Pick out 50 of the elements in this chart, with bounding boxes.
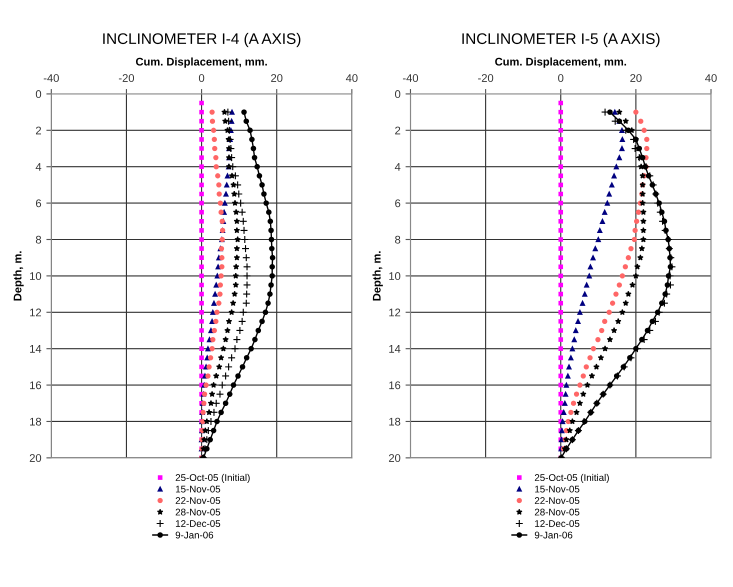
x-tick-label: -40 [44,74,59,82]
y-tick-label: 12 [30,308,42,316]
y-axis-title: Depth, m. [372,251,383,300]
y-tick-label: 20 [30,454,42,462]
legend-label: 28-Nov-05 [534,508,580,516]
y-tick-label: 0 [36,90,42,98]
x-tick-label: -20 [478,74,494,82]
chart-title: INCLINOMETER I-4 (A AXIS) [103,32,300,48]
y-tick-label: 20 [388,454,400,462]
legend-label: 22-Nov-05 [176,497,220,504]
x-tick-label: -40 [402,74,418,82]
y-tick-label: 8 [395,236,400,244]
legend-label: 22-Nov-05 [534,497,580,504]
y-tick-label: 8 [36,236,42,244]
y-tick-label: 14 [30,345,42,353]
y-tick-label: 10 [30,272,42,280]
x-tick-label: 20 [271,74,282,82]
legend-label: 12-Dec-05 [535,520,580,528]
x-axis-title: Cum. Displacement, mm. [495,57,626,68]
y-tick-label: 12 [389,308,400,316]
legend-label: 9-Jan-06 [176,532,214,538]
x-axis-title: Cum. Displacement, mm. [136,57,267,68]
y-tick-label: 18 [30,418,42,426]
legend-label: 15-Nov-05 [535,486,580,493]
y-tick-label: 16 [30,381,42,390]
x-tick-label: 40 [705,74,717,82]
y-tick-label: 6 [36,199,42,208]
legend-label: 9-Jan-06 [534,532,572,538]
y-tick-label: 2 [395,126,400,134]
x-tick-label: 0 [198,74,204,82]
x-tick-label: 40 [346,74,358,82]
legend-label: 28-Nov-05 [176,508,220,516]
y-tick-label: 6 [395,199,400,208]
y-tick-label: 10 [389,272,400,280]
y-axis-title: Depth, m. [13,251,24,300]
legend-label: 12-Dec-05 [176,520,220,528]
y-tick-label: 0 [395,90,400,98]
legend-label: 15-Nov-05 [176,486,220,493]
x-tick-label: 20 [630,74,642,82]
legend-label: 25-Oct-05 (Initial) [176,474,250,483]
y-tick-label: 4 [394,163,400,171]
y-tick-label: 2 [36,126,42,134]
y-tick-label: 18 [389,418,400,426]
x-tick-label: 0 [558,74,564,82]
legend-label: 25-Oct-05 (Initial) [534,474,609,483]
y-tick-label: 4 [36,163,42,171]
y-tick-label: 16 [389,381,400,390]
chart-title: INCLINOMETER I-5 (A AXIS) [462,32,660,48]
x-tick-label: -20 [118,74,134,82]
y-tick-label: 14 [389,345,400,353]
